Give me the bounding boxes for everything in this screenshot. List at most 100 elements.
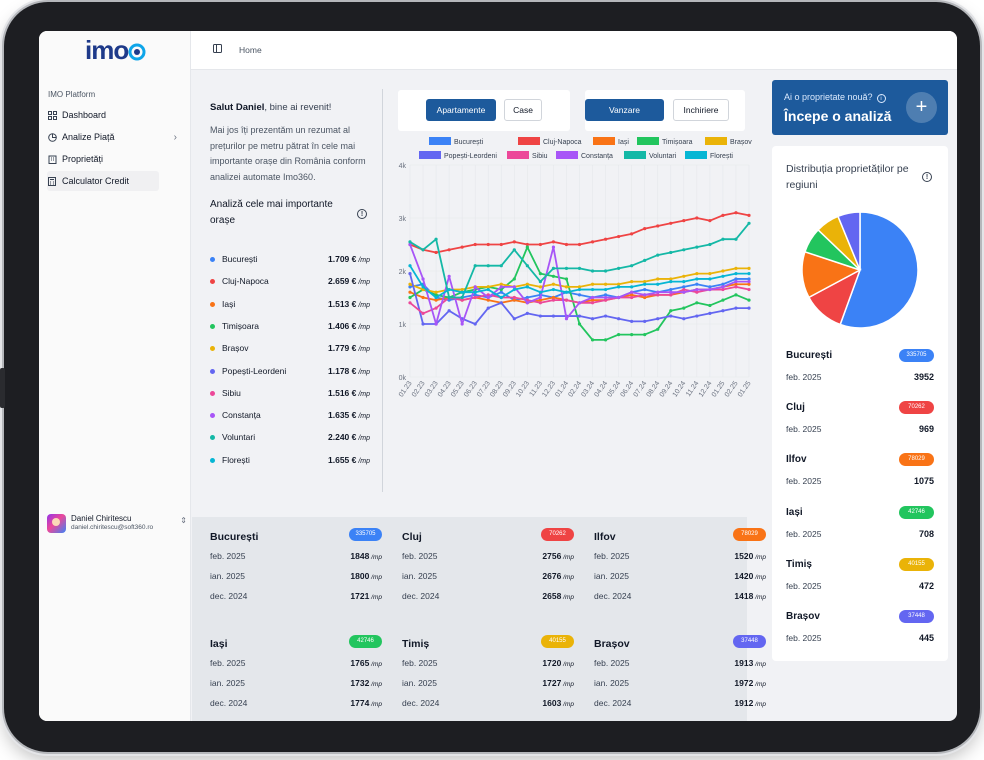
- region-card[interactable]: Brașov 37448 feb. 2025 1913 /mp ian. 2025 197…: [594, 624, 766, 714]
- city-row[interactable]: Florești 1.655 € /mp: [210, 454, 370, 468]
- user-menu[interactable]: Daniel Chiritescu daniel.chiritescu@soft…: [47, 512, 187, 534]
- city-row[interactable]: București 1.709 € /mp: [210, 253, 370, 267]
- region-card[interactable]: București 335705 feb. 2025 1848 /mp ian. 202…: [210, 517, 382, 607]
- city-row[interactable]: Popești-Leordeni 1.178 € /mp: [210, 365, 370, 379]
- distribution-row[interactable]: Ilfov 78029 feb. 2025 1075: [786, 453, 934, 494]
- data-point: [695, 290, 699, 294]
- price-value: 1418: [734, 591, 754, 601]
- topbar: Home: [191, 31, 957, 70]
- price-row: feb. 2025 1520 /mp: [594, 551, 766, 563]
- data-point: [721, 237, 725, 241]
- data-point: [747, 272, 751, 276]
- city-row[interactable]: Cluj-Napoca 2.659 € /mp: [210, 275, 370, 289]
- breadcrumb[interactable]: Home: [239, 45, 262, 55]
- city-row[interactable]: Timișoara 1.406 € /mp: [210, 320, 370, 334]
- legend-item[interactable]: Voluntari: [624, 151, 676, 161]
- start-analysis-card[interactable]: Ai o proprietate nouă? i Începe o analiză…: [772, 80, 948, 135]
- sidebar-item-proprietati[interactable]: Proprietăți: [47, 149, 185, 169]
- divider: [382, 89, 383, 492]
- color-dot-icon: [210, 323, 215, 329]
- data-point: [656, 293, 660, 297]
- legend-item[interactable]: Timișoara: [637, 137, 692, 147]
- distribution-row[interactable]: București 335705 feb. 2025 3952: [786, 349, 934, 390]
- data-point: [473, 295, 477, 300]
- count-badge: 37448: [899, 610, 934, 623]
- sidebar-toggle-icon[interactable]: [213, 44, 222, 53]
- data-point: [734, 266, 738, 270]
- x-tick-label: 01.25: [737, 380, 753, 398]
- city-row[interactable]: Iași 1.513 € /mp: [210, 298, 370, 312]
- legend-item[interactable]: București: [429, 137, 483, 147]
- data-point: [721, 298, 725, 302]
- data-point: [421, 322, 425, 326]
- inchiriere-button[interactable]: Inchiriere: [673, 99, 729, 121]
- cta-question-text: Ai o proprietate nouă?: [784, 92, 873, 102]
- region-name: Iași: [786, 506, 803, 518]
- apartamente-button[interactable]: Apartamente: [426, 99, 496, 121]
- imo-logo[interactable]: imo: [85, 35, 146, 66]
- vanzare-button[interactable]: Vanzare: [585, 99, 664, 121]
- color-dot-icon: [210, 257, 215, 262]
- price-unit: /mp: [356, 323, 370, 331]
- legend-swatch-icon: [556, 151, 578, 159]
- data-point: [747, 213, 751, 217]
- side-button: [0, 368, 5, 408]
- count-badge: 335705: [349, 528, 382, 541]
- legend-item[interactable]: Popești-Leordeni: [419, 151, 497, 161]
- data-point: [460, 322, 464, 326]
- plus-icon[interactable]: +: [906, 92, 937, 123]
- sidebar-item-analize[interactable]: Analize Piață ›: [47, 127, 185, 147]
- region-card[interactable]: Ilfov 78029 feb. 2025 1520 /mp ian. 2025 1420…: [594, 517, 766, 607]
- data-point: [643, 227, 647, 231]
- data-point: [603, 269, 608, 273]
- legend-item[interactable]: Iași: [593, 137, 629, 147]
- data-point: [603, 237, 608, 241]
- sidebar-item-calculator[interactable]: Calculator Credit: [47, 171, 159, 191]
- legend-item[interactable]: Cluj-Napoca: [518, 137, 582, 147]
- series-9: [408, 264, 751, 300]
- region-card[interactable]: Cluj 70262 feb. 2025 2756 /mp ian. 2025 2676 …: [402, 517, 574, 607]
- y-tick-label: 1k: [399, 322, 407, 329]
- data-point: [538, 242, 542, 247]
- city-row[interactable]: Brașov 1.779 € /mp: [210, 342, 370, 356]
- data-point: [682, 285, 686, 289]
- pie-chart-icon: [47, 132, 57, 142]
- distribution-row[interactable]: Cluj 70262 feb. 2025 969: [786, 401, 934, 442]
- distribution-row[interactable]: Brașov 37448 feb. 2025 445: [786, 610, 934, 651]
- chevron-right-icon[interactable]: ›: [173, 131, 177, 143]
- data-point: [577, 242, 582, 247]
- legend-item[interactable]: Constanța: [556, 151, 613, 161]
- data-point: [538, 280, 542, 284]
- region-card[interactable]: Timiș 40155 feb. 2025 1720 /mp ian. 2025 1727…: [402, 624, 574, 714]
- case-button[interactable]: Case: [504, 99, 542, 121]
- price-unit: /mp: [356, 457, 370, 465]
- data-point: [747, 280, 751, 284]
- pie-slice[interactable]: [837, 211, 861, 271]
- region-card[interactable]: Iași 42746 feb. 2025 1765 /mp ian. 2025 1732 …: [210, 624, 382, 714]
- legend-item[interactable]: Sibiu: [507, 151, 548, 161]
- distribution-row[interactable]: Iași 42746 feb. 2025 708: [786, 505, 934, 547]
- data-point: [577, 285, 582, 289]
- data-point: [512, 298, 516, 302]
- distribution-row[interactable]: Timiș 40155 feb. 2025 472: [786, 557, 934, 599]
- data-point: [734, 285, 738, 289]
- data-point: [643, 258, 647, 262]
- pie-slice[interactable]: [839, 211, 919, 329]
- count-badge: 78029: [899, 453, 934, 467]
- info-icon[interactable]: !: [357, 209, 367, 219]
- greeting-rest: , bine ai revenit!: [264, 102, 332, 113]
- data-point: [669, 309, 673, 313]
- city-name: Voluntari: [222, 432, 256, 443]
- legend-item[interactable]: Florești: [685, 151, 733, 161]
- data-point: [669, 277, 673, 281]
- sidebar-item-dashboard[interactable]: Dashboard: [47, 105, 185, 125]
- city-price: 2.659 € /mp: [328, 276, 370, 286]
- city-row[interactable]: Constanța 1.635 € /mp: [210, 409, 370, 423]
- legend-item[interactable]: Brașov: [705, 137, 752, 147]
- data-point: [538, 272, 542, 276]
- data-point: [603, 282, 608, 286]
- city-row[interactable]: Voluntari 2.240 € /mp: [210, 431, 370, 445]
- chevron-updown-icon[interactable]: ⇕: [180, 516, 187, 525]
- info-icon[interactable]: !: [922, 172, 932, 182]
- city-row[interactable]: Sibiu 1.516 € /mp: [210, 387, 370, 401]
